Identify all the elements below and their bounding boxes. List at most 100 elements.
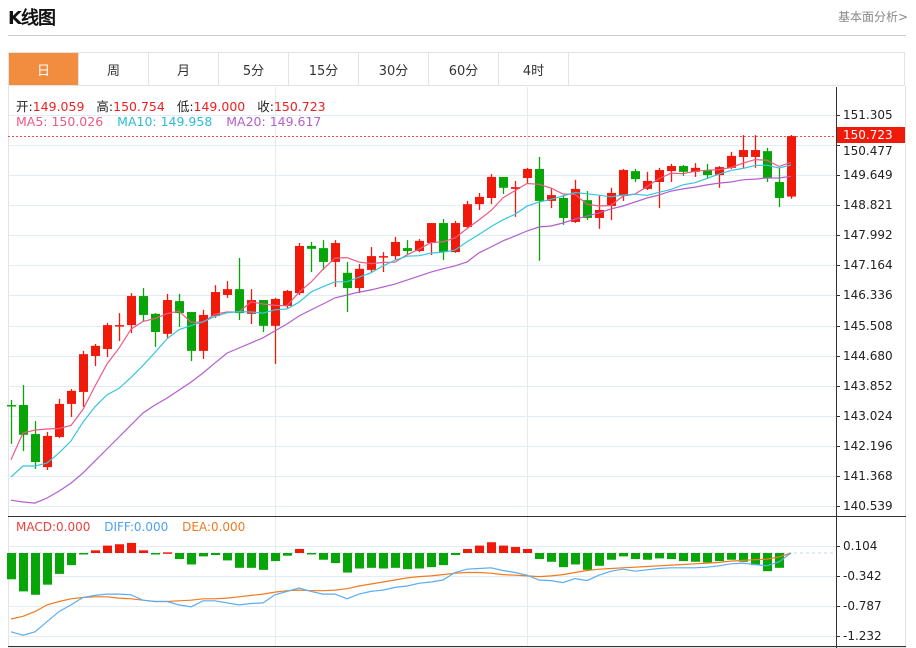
- candle-up: [751, 150, 760, 157]
- candle-up: [355, 268, 364, 289]
- candle-up: [331, 243, 340, 262]
- candle-up: [739, 150, 748, 157]
- tab-4hour[interactable]: 4时: [499, 53, 569, 85]
- candle-up: [283, 290, 292, 306]
- fundamental-analysis-link[interactable]: 基本面分析>: [837, 10, 908, 24]
- price-tick-label: 146.336: [843, 288, 893, 303]
- candle-up: [247, 300, 256, 314]
- macd-bar-negative: [151, 553, 160, 555]
- candle-down: [559, 197, 568, 218]
- candle-down: [319, 248, 328, 262]
- candle-down: [679, 166, 688, 172]
- candle-up: [103, 325, 112, 350]
- macd-bar-negative: [427, 553, 436, 568]
- tab-30min[interactable]: 30分: [359, 53, 429, 85]
- tab-day[interactable]: 日: [9, 53, 79, 85]
- macd-bar-negative: [7, 553, 16, 580]
- tab-month[interactable]: 月: [149, 53, 219, 85]
- candle-up: [427, 223, 436, 244]
- macd-bar-negative: [271, 553, 280, 562]
- candle-up: [715, 167, 724, 176]
- macd-bar-negative: [43, 553, 52, 585]
- candle-up: [547, 195, 556, 201]
- price-tick-label: 151.305: [843, 108, 893, 122]
- candle-up: [607, 192, 616, 206]
- candle-up: [163, 300, 172, 334]
- macd-bar-negative: [595, 553, 604, 566]
- ma-info: MA5: 150.026 MA10: 149.958 MA20: 149.617: [16, 114, 321, 129]
- price-tick-label: 147.164: [843, 258, 893, 273]
- macd-bar-negative: [259, 553, 268, 570]
- macd-bar-negative: [319, 553, 328, 560]
- candle-up: [79, 354, 88, 392]
- candle-down: [7, 405, 16, 407]
- macd-bar-negative: [367, 553, 376, 568]
- macd-bar-positive: [523, 548, 532, 554]
- dea-value: DEA:0.000: [182, 520, 246, 534]
- macd-value: MACD:0.000: [16, 520, 91, 534]
- macd-bar-negative: [19, 553, 28, 592]
- price-tick-label: 148.821: [843, 198, 893, 213]
- candle-down: [175, 301, 184, 314]
- tab-15min[interactable]: 15分: [289, 53, 359, 85]
- price-tick-label: 142.196: [843, 438, 893, 453]
- macd-bar-negative: [715, 553, 724, 562]
- candle-up: [55, 403, 64, 437]
- candle-up: [115, 325, 124, 327]
- macd-bar-negative: [223, 553, 232, 561]
- macd-bar-negative: [703, 553, 712, 563]
- macd-bar-negative: [307, 553, 316, 555]
- candle-up: [487, 176, 496, 198]
- candle-down: [19, 405, 28, 435]
- macd-bar-positive: [127, 542, 136, 554]
- macd-bar-positive: [295, 548, 304, 554]
- macd-bar-positive: [487, 542, 496, 554]
- ma5-value: MA5: 150.026: [16, 114, 104, 129]
- candle-up: [655, 170, 664, 183]
- tab-week[interactable]: 周: [79, 53, 149, 85]
- macd-bar-negative: [727, 553, 736, 560]
- price-tick-label: 141.368: [843, 468, 893, 483]
- header-divider: [8, 35, 906, 36]
- candle-up: [727, 155, 736, 168]
- open-label: 开:: [16, 99, 33, 114]
- macd-info: MACD:0.000 DIFF:0.000 DEA:0.000: [16, 520, 245, 534]
- candle-up: [91, 345, 100, 356]
- macd-tick-label: -0.342: [843, 569, 882, 584]
- candle-up: [523, 168, 532, 179]
- candle-up: [223, 289, 232, 295]
- last-price-tag: 150.723: [837, 127, 905, 143]
- macd-bar-positive: [103, 545, 112, 554]
- candle-down: [343, 272, 352, 289]
- candle-up: [595, 209, 604, 218]
- candle-down: [631, 171, 640, 180]
- candle-up: [67, 390, 76, 404]
- macd-bar-negative: [751, 553, 760, 566]
- low-label: 低:: [176, 99, 194, 114]
- macd-tick-label: -1.232: [843, 629, 882, 643]
- candle-up: [787, 136, 796, 197]
- candle-down: [139, 296, 148, 315]
- macd-bar-negative: [643, 553, 652, 560]
- macd-bar-negative: [691, 553, 700, 562]
- macd-bar-negative: [775, 553, 784, 568]
- candle-down: [235, 289, 244, 314]
- candle-up: [475, 196, 484, 205]
- macd-bar-negative: [451, 553, 460, 556]
- candle-up: [379, 256, 388, 258]
- candle-down: [499, 176, 508, 188]
- candle-up: [619, 170, 628, 196]
- candle-down: [775, 182, 784, 198]
- tab-60min[interactable]: 60分: [429, 53, 499, 85]
- macd-bar-negative: [679, 553, 688, 562]
- price-tick-label: 144.680: [843, 348, 893, 363]
- candle-up: [415, 240, 424, 252]
- tab-5min[interactable]: 5分: [219, 53, 289, 85]
- macd-bar-negative: [175, 553, 184, 560]
- diff-value: DIFF:0.000: [104, 520, 169, 534]
- candle-down: [403, 248, 412, 252]
- high-value: 150.754: [113, 99, 165, 114]
- price-tick-label: 143.024: [843, 408, 893, 423]
- ma10-value: MA10: 149.958: [117, 114, 213, 129]
